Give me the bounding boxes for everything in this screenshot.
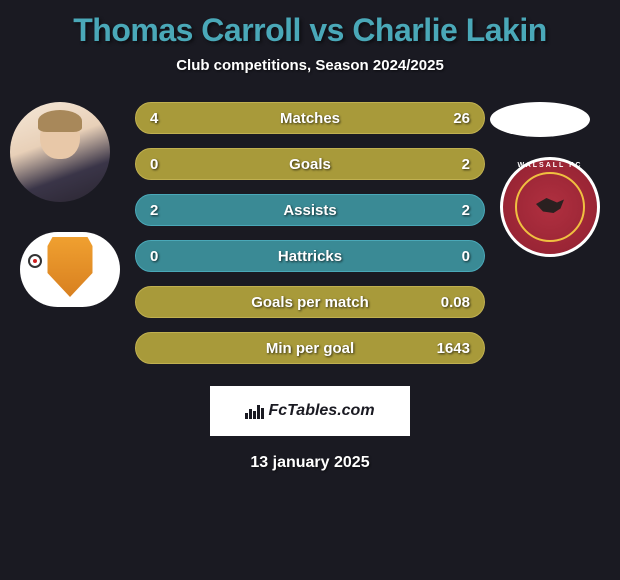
stat-left-value: 0 (150, 248, 158, 265)
stat-right-value: 2 (462, 202, 470, 219)
player-left-avatar (10, 102, 110, 202)
stat-right-value: 2 (462, 156, 470, 173)
subtitle: Club competitions, Season 2024/2025 (0, 57, 620, 74)
mk-dons-shield-icon (45, 237, 95, 297)
stat-row: 2 Assists 2 (135, 194, 485, 226)
stat-right-value: 0.08 (441, 294, 470, 311)
stat-label: Assists (283, 202, 336, 219)
walsall-badge-inner: WALSALL FC (515, 172, 585, 242)
walsall-text: WALSALL FC (517, 162, 583, 169)
stat-row: Goals per match 0.08 (135, 286, 485, 318)
player-right-oval (490, 102, 590, 137)
stat-right-value: 0 (462, 248, 470, 265)
stat-label: Min per goal (266, 340, 354, 357)
page-title: Thomas Carroll vs Charlie Lakin (0, 0, 620, 49)
branding-box: FcTables.com (210, 386, 410, 436)
stat-right-value: 1643 (437, 340, 470, 357)
stats-bars: 4 Matches 26 0 Goals 2 2 Assists 2 0 Hattricks 0 Goa… (135, 102, 485, 378)
comparison-content: WALSALL FC 4 Matches 26 0 Goals 2 2 Assists 2 0 Ha… (0, 102, 620, 372)
branding-label: FcTables.com (268, 402, 374, 420)
mk-dons-dot-icon (28, 254, 42, 268)
bar-chart-icon (245, 403, 264, 419)
stat-label: Hattricks (278, 248, 342, 265)
stat-row: Min per goal 1643 (135, 332, 485, 364)
stat-label: Goals per match (251, 294, 369, 311)
stat-left-value: 4 (150, 110, 158, 127)
stat-label: Matches (280, 110, 340, 127)
stat-left-value: 0 (150, 156, 158, 173)
player-right-club-logo: WALSALL FC (500, 157, 600, 257)
date-label: 13 january 2025 (0, 454, 620, 472)
branding-text: FcTables.com (245, 402, 374, 420)
walsall-bird-icon (533, 192, 568, 222)
stat-row: 0 Goals 2 (135, 148, 485, 180)
stat-row: 0 Hattricks 0 (135, 240, 485, 272)
stat-row: 4 Matches 26 (135, 102, 485, 134)
player-left-club-logo (20, 232, 120, 307)
stat-label: Goals (289, 156, 331, 173)
stat-right-value: 26 (453, 110, 470, 127)
stat-left-value: 2 (150, 202, 158, 219)
